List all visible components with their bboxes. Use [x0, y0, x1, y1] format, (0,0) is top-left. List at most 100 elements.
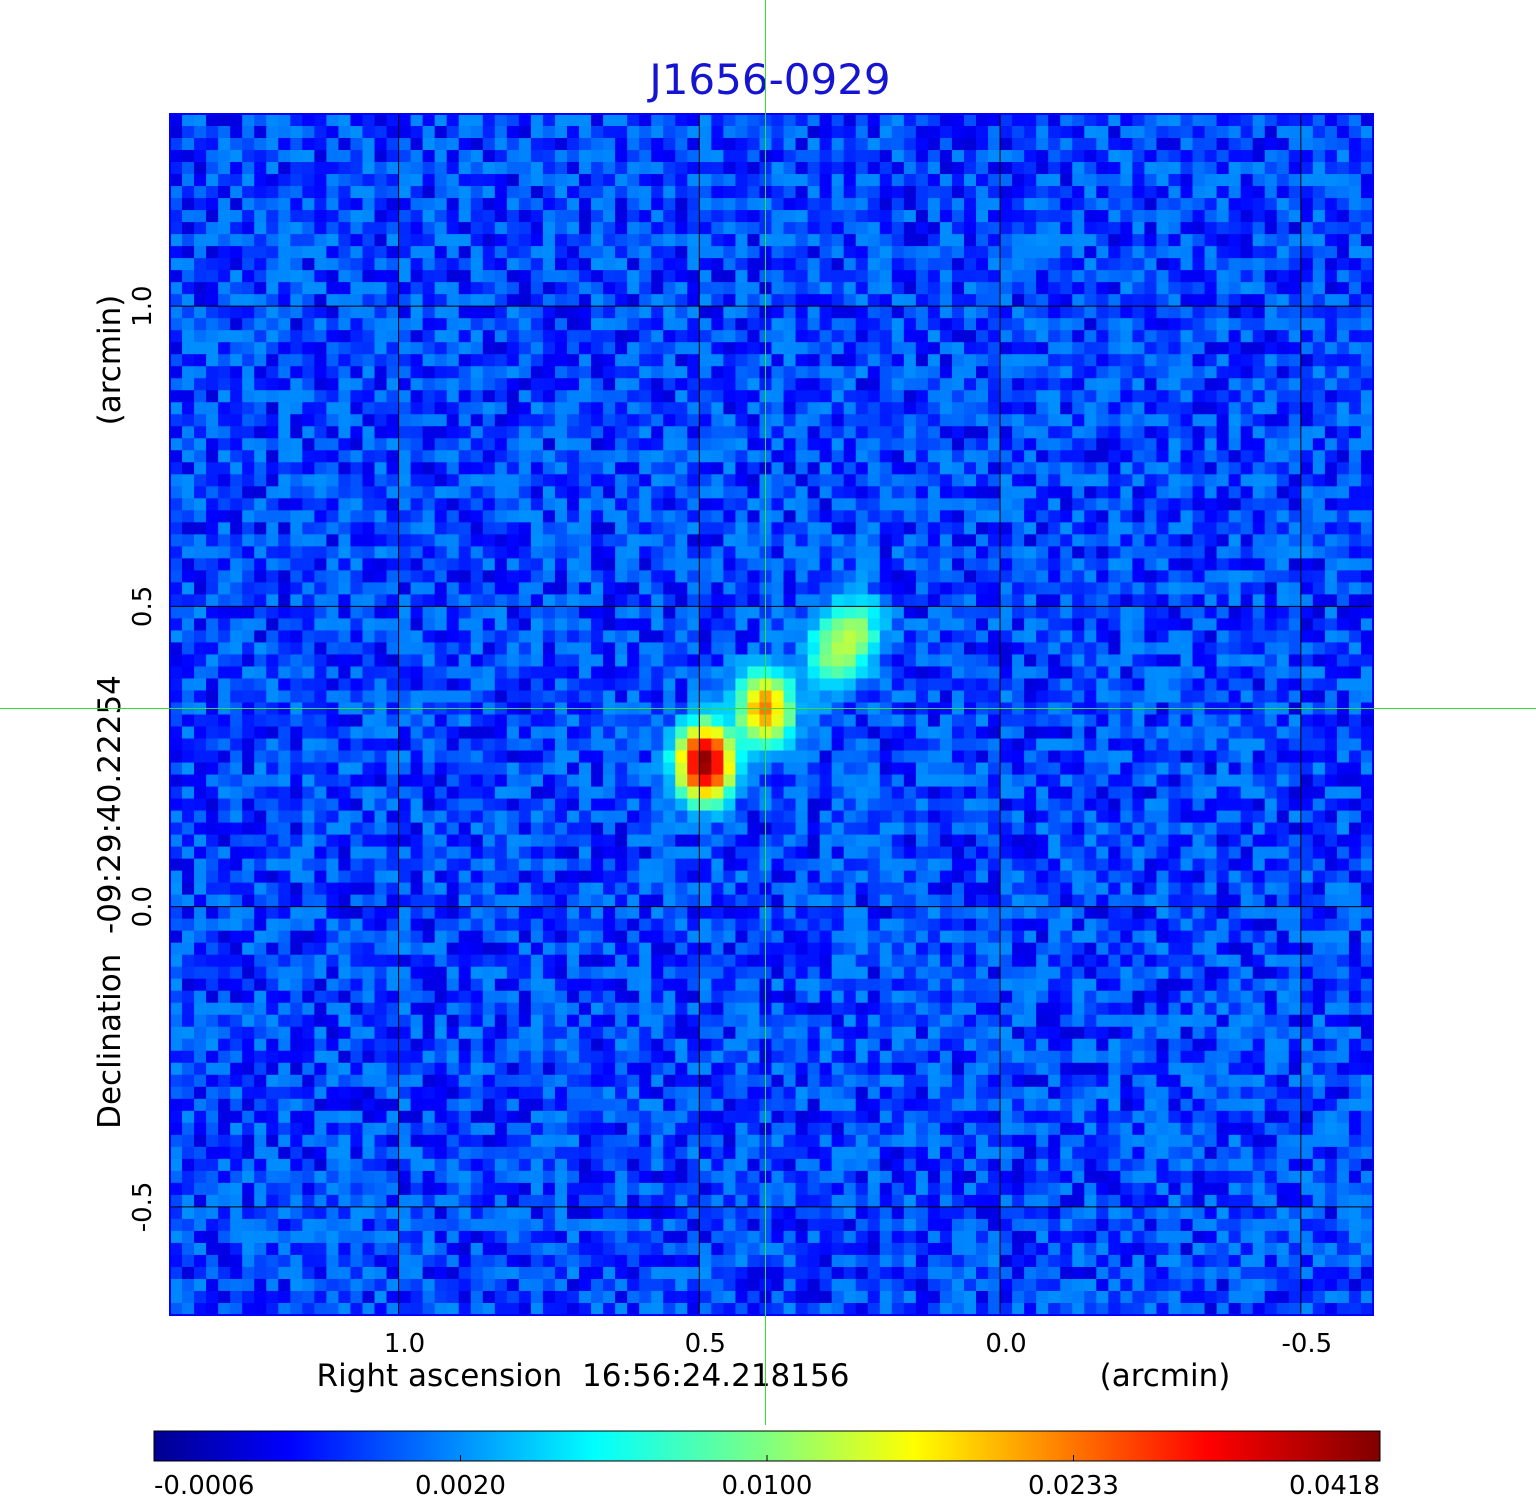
image-pixel: [603, 426, 616, 439]
image-pixel: [843, 282, 857, 295]
image-pixel: [663, 342, 676, 355]
image-pixel: [1000, 294, 1013, 307]
image-pixel: [542, 246, 556, 259]
image-pixel: [1264, 582, 1278, 595]
image-pixel: [795, 162, 809, 175]
image-pixel: [458, 294, 472, 307]
image-pixel: [1300, 546, 1314, 559]
image-pixel: [338, 270, 352, 283]
image-pixel: [579, 546, 592, 559]
image-pixel: [831, 402, 845, 415]
image-pixel: [963, 402, 977, 415]
image-pixel: [807, 270, 821, 283]
image-pixel: [1012, 678, 1025, 692]
image-pixel: [1156, 270, 1170, 283]
image-pixel: [579, 174, 592, 187]
image-pixel: [362, 618, 376, 632]
image-pixel: [903, 342, 917, 355]
image-pixel: [362, 510, 376, 523]
image-pixel: [1168, 534, 1182, 547]
image-pixel: [1228, 606, 1242, 620]
image-pixel: [651, 318, 664, 331]
image-pixel: [254, 498, 267, 511]
image-pixel: [951, 282, 965, 295]
image-pixel: [1096, 678, 1109, 692]
image-pixel: [434, 474, 448, 487]
image-pixel: [1036, 282, 1049, 295]
image-pixel: [711, 198, 724, 211]
image-pixel: [783, 666, 797, 680]
image-pixel: [615, 318, 628, 331]
image-pixel: [182, 414, 195, 427]
image-pixel: [422, 198, 436, 211]
image-pixel: [1120, 162, 1133, 175]
image-pixel: [1216, 174, 1230, 187]
image-pixel: [458, 654, 472, 668]
image-pixel: [434, 618, 448, 632]
image-pixel: [518, 318, 532, 331]
image-pixel: [398, 246, 412, 259]
image-pixel: [254, 522, 267, 535]
image-pixel: [1024, 630, 1037, 644]
image-pixel: [1156, 318, 1170, 331]
image-pixel: [242, 642, 255, 656]
image-pixel: [903, 258, 917, 271]
image-pixel: [554, 642, 568, 656]
image-pixel: [1288, 570, 1302, 583]
image-pixel: [939, 270, 953, 283]
image-pixel: [1336, 198, 1350, 211]
image-pixel: [1060, 570, 1073, 583]
image-pixel: [879, 162, 893, 175]
image-pixel: [1360, 354, 1374, 367]
image-pixel: [1036, 630, 1049, 644]
image-pixel: [1084, 630, 1097, 644]
image-pixel: [302, 318, 315, 331]
image-pixel: [530, 486, 544, 499]
image-pixel: [1096, 402, 1109, 415]
image-pixel: [1156, 222, 1170, 235]
image-pixel: [206, 678, 219, 692]
image-pixel: [579, 306, 592, 319]
image-pixel: [711, 234, 724, 247]
image-pixel: [1192, 270, 1206, 283]
image-pixel: [458, 138, 472, 151]
image-pixel: [266, 258, 279, 271]
image-pixel: [206, 390, 219, 403]
image-pixel: [1192, 114, 1206, 127]
image-pixel: [699, 390, 712, 403]
image-pixel: [1252, 150, 1266, 163]
image-pixel: [1264, 678, 1278, 692]
image-pixel: [326, 402, 340, 415]
image-pixel: [879, 474, 893, 487]
image-pixel: [843, 462, 857, 475]
image-pixel: [1252, 222, 1266, 235]
image-pixel: [711, 558, 724, 571]
image-pixel: [350, 450, 364, 463]
image-pixel: [699, 522, 712, 535]
image-pixel: [591, 258, 604, 271]
image-pixel: [506, 270, 520, 283]
image-pixel: [1252, 594, 1266, 608]
image-pixel: [470, 546, 484, 559]
image-pixel: [627, 522, 640, 535]
image-pixel: [506, 210, 520, 223]
image-pixel: [1168, 162, 1182, 175]
image-pixel: [963, 390, 977, 403]
image-pixel: [434, 114, 448, 127]
image-pixel: [1060, 438, 1073, 451]
image-pixel: [1168, 186, 1182, 199]
image-pixel: [1276, 114, 1290, 127]
image-pixel: [266, 150, 279, 163]
image-pixel: [855, 486, 869, 499]
image-pixel: [278, 258, 291, 271]
image-pixel: [795, 210, 809, 223]
image-pixel: [446, 210, 460, 223]
image-pixel: [206, 126, 219, 139]
image-pixel: [795, 138, 809, 151]
image-pixel: [338, 138, 352, 151]
image-pixel: [1276, 666, 1290, 680]
image-pixel: [218, 654, 231, 668]
image-pixel: [891, 162, 905, 175]
image-pixel: [410, 318, 424, 331]
